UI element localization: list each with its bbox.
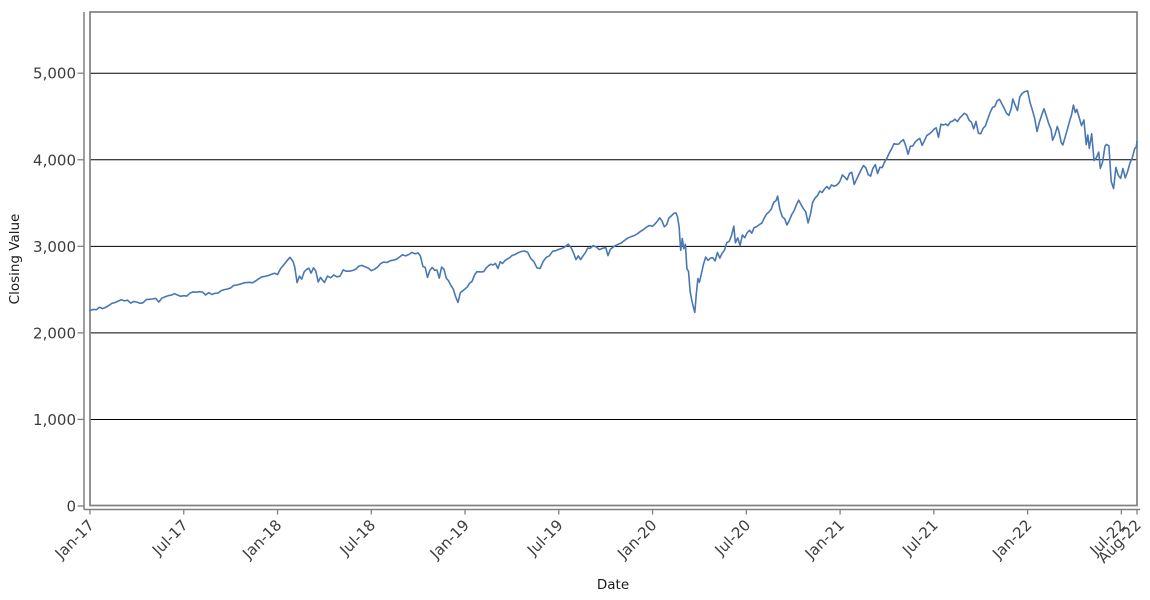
x-tick-label: Jul-19 <box>523 516 567 560</box>
x-axis-title: Date <box>597 577 629 593</box>
y-tick-label: 2,000 <box>33 324 76 342</box>
y-tick-label: 1,000 <box>33 411 76 429</box>
x-tick-label: Jul-18 <box>336 516 380 560</box>
x-tick-label: Jul-20 <box>711 516 755 560</box>
x-axis-tick-labels: Jan-17 Jul-17 Jan-18 Jul-18 Jan-19 Jul-19 Jan-… <box>51 516 1145 567</box>
x-tick-label: Jan-21 <box>801 516 848 563</box>
x-tick-label: Jan-19 <box>426 516 473 563</box>
x-axis-ticks <box>89 509 1138 515</box>
x-tick-label: Jul-21 <box>898 516 942 560</box>
y-axis-tick-labels: 0 1,000 2,000 3,000 4,000 5,000 <box>33 65 76 516</box>
y-tick-label: 5,000 <box>33 65 76 83</box>
y-tick-label: 4,000 <box>33 151 76 169</box>
x-tick-label: Jul-17 <box>148 516 192 560</box>
x-tick-label: Jan-17 <box>51 516 98 563</box>
x-tick-label: Jan-20 <box>613 516 660 563</box>
x-tick-label: Jan-22 <box>988 516 1035 563</box>
y-axis-ticks <box>77 72 84 507</box>
y-tick-label: 0 <box>66 498 76 516</box>
x-tick-label: Jan-18 <box>238 516 285 563</box>
y-axis-title: Closing Value <box>7 214 23 305</box>
series-line <box>89 90 1138 314</box>
y-tick-label: 3,000 <box>33 238 76 256</box>
plot-frame <box>89 11 1138 507</box>
axis-spines <box>83 12 1140 511</box>
